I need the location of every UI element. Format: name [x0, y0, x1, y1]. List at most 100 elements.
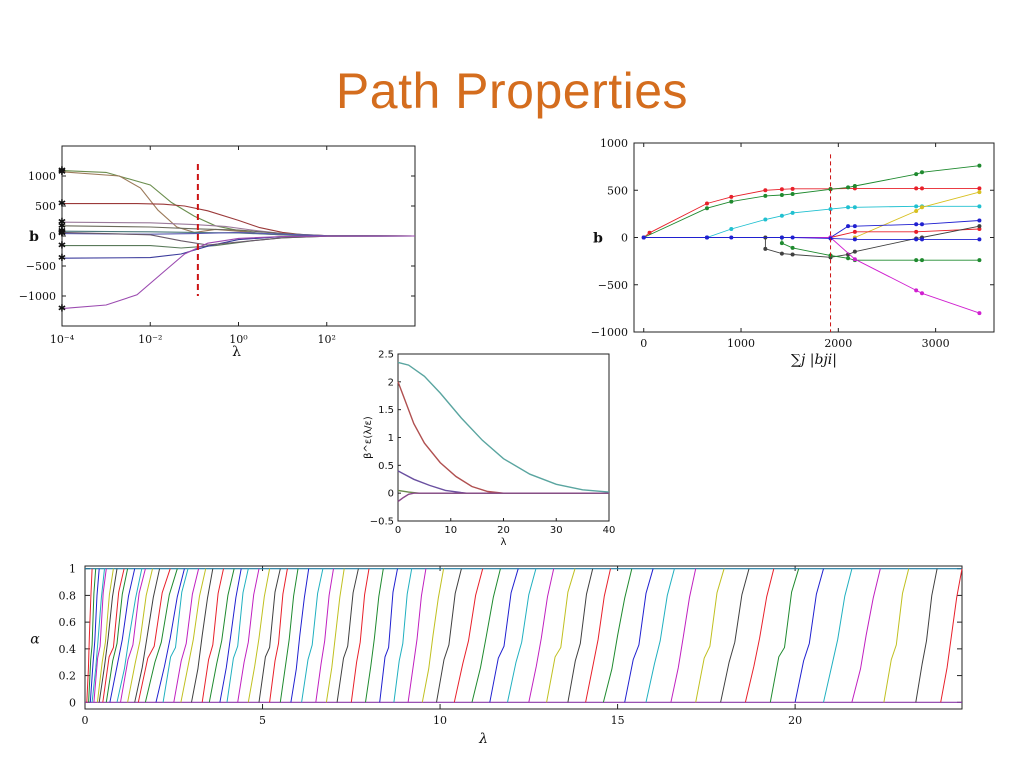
chart0-ytick-label: 1000: [28, 170, 56, 183]
chart3-transition-line: [744, 568, 775, 703]
chart3-xtick-label: 15: [611, 714, 625, 727]
chart1-point: [852, 224, 857, 229]
chart1-point: [779, 187, 784, 192]
chart2-ytick-label: 0: [388, 489, 394, 500]
chart1-point: [920, 170, 924, 175]
chart3-transition-line: [180, 568, 207, 703]
chart3-transition-line: [940, 568, 963, 703]
chart1-point: [846, 185, 851, 190]
chart1-ytick-label: −1000: [591, 326, 628, 339]
chart0-start-marker: ✱: [58, 304, 66, 315]
chart3-transition-line: [407, 568, 427, 703]
chart0-ytick-label: 0: [49, 230, 56, 243]
chart0-xtick-label: 10⁰: [229, 333, 248, 346]
chart1-point: [641, 235, 646, 240]
chart1-xlabel: ∑j |bji|: [791, 352, 837, 368]
chart3-transition-line: [201, 568, 224, 703]
chart1-series-line: [643, 237, 980, 240]
chart1-point: [704, 235, 709, 240]
chart3-ytick-label: 0: [69, 696, 76, 709]
chart3-transition-line: [208, 568, 235, 703]
chart1-xtick-label: 0: [640, 337, 647, 350]
chart3-transition-line: [602, 568, 633, 703]
chart1-point: [729, 235, 734, 240]
chart3-transition-line: [247, 568, 271, 703]
chart1-point: [914, 222, 919, 227]
chart1-point: [846, 205, 851, 210]
chart3-transition-line: [325, 568, 345, 703]
chart0-xlabel: λ: [232, 344, 241, 360]
chart1-point: [779, 192, 784, 197]
chart1-point: [704, 206, 709, 211]
chart1-point: [977, 186, 982, 191]
chart1-point: [977, 311, 982, 316]
chart2-ytick-label: 1: [388, 433, 394, 444]
chart0-xtick-label: 10⁻²: [138, 333, 162, 346]
chart3-transition-line: [137, 568, 171, 703]
chart1-ytick-label: −500: [598, 279, 628, 292]
chart3-transition-line: [219, 568, 242, 703]
chart1-point: [852, 229, 857, 234]
chart1-point: [977, 226, 982, 231]
chart2-ytick-label: 0.5: [378, 461, 394, 472]
chart0-start-marker: ✱: [58, 199, 66, 210]
chart1-point: [977, 224, 982, 229]
chart1-point: [914, 209, 919, 214]
chart3-transition-line: [379, 568, 398, 703]
chart2-xtick-label: 40: [603, 525, 616, 536]
chart3-transition-line: [290, 568, 310, 703]
chart1-point: [729, 194, 734, 199]
chart3-frame: [84, 565, 963, 710]
chart3-transition-line: [258, 568, 281, 703]
chart0-xtick-label: 10²: [318, 333, 336, 346]
chart1-xtick-label: 2000: [824, 337, 852, 350]
chart3-transition-line: [173, 568, 200, 703]
chart3-ytick-label: 0.2: [59, 670, 77, 683]
chart3-ytick-label: 0.8: [59, 589, 77, 602]
chart1-point: [852, 237, 857, 242]
chart1-point: [914, 172, 919, 177]
chart0-ytick-label: 500: [35, 200, 56, 213]
chart3-transition-line: [88, 568, 97, 703]
chart1-point: [852, 249, 857, 254]
chart1-point: [920, 205, 924, 210]
chart1-point: [852, 257, 857, 262]
chart3-transition-line: [567, 568, 594, 703]
chart1-point: [647, 230, 652, 235]
chart3-transition-line: [624, 568, 654, 703]
chart2-xlabel: λ: [501, 537, 507, 548]
chart3-xtick-label: 20: [788, 714, 802, 727]
chart3-transition-line: [105, 568, 129, 703]
chart3-transition-line: [96, 568, 114, 703]
chart1-point: [977, 237, 982, 242]
chart3-transition-line: [393, 568, 413, 703]
chart0-start-marker: ✱: [58, 241, 66, 252]
chart1-point: [763, 188, 768, 193]
chart1-ytick-label: 1000: [600, 137, 628, 150]
chart3-transition-line: [645, 568, 675, 703]
chart1-point: [846, 224, 851, 229]
chart1-point: [920, 237, 924, 242]
chart3-transition-line: [91, 568, 105, 703]
chart3-transition-line: [120, 568, 146, 703]
chart3-transition-line: [127, 568, 153, 703]
chart3-transition-line: [350, 568, 370, 703]
chart1-point: [914, 186, 919, 191]
chart3-transition-line: [528, 568, 555, 703]
chart1-point: [914, 258, 919, 263]
chart3-transition-line: [453, 568, 484, 703]
chart1-series-line: [830, 228, 980, 238]
chart3-xtick-label: 0: [82, 714, 89, 727]
chart0-start-marker: ✱: [58, 166, 66, 177]
chart3-transition-line: [155, 568, 185, 703]
chart3-transition-line: [823, 568, 853, 703]
chart3-transition-line: [769, 568, 800, 703]
chart3-transition-line: [546, 568, 576, 703]
chart1-point: [914, 237, 919, 242]
chart3-ytick-label: 0.6: [59, 616, 77, 629]
chart3-xtick-label: 5: [259, 714, 266, 727]
chart1-point: [779, 241, 784, 246]
chart1-xtick-label: 3000: [922, 337, 950, 350]
chart1-point: [790, 192, 795, 197]
